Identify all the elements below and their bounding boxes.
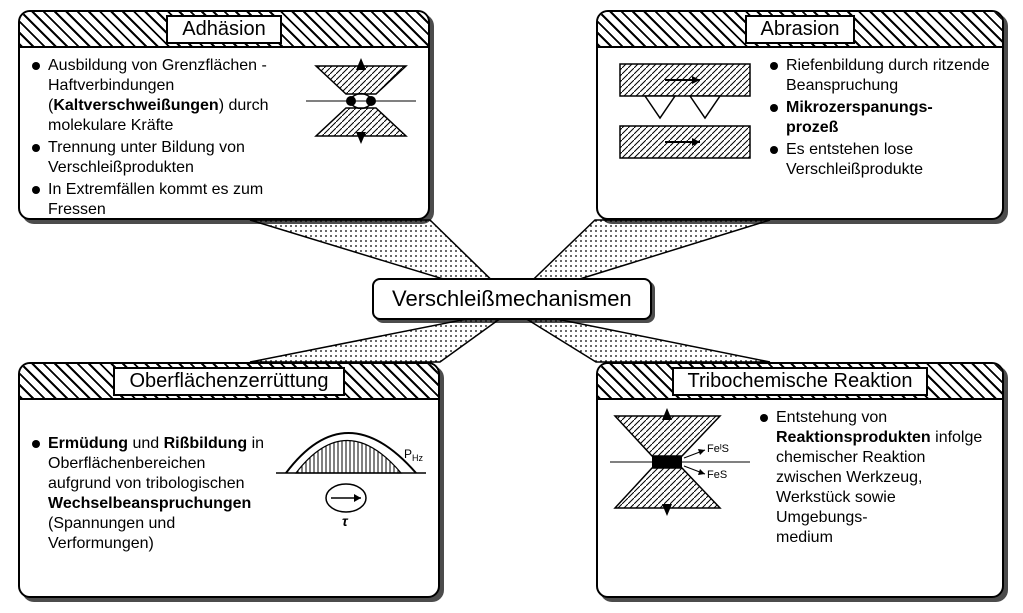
label-tau: τ <box>342 513 349 529</box>
panel-abrasion-list: Riefenbildung durch ritzende Beanspruchu… <box>770 56 990 182</box>
panel-tribo-list: Entstehung von Reaktionsprodukten infolg… <box>760 408 990 550</box>
list-item: In Extremfällen kommt es zum Fressen <box>32 180 296 220</box>
list-item: Trennung unter Bildung von Verschleißpro… <box>32 138 296 178</box>
label-p: PHz <box>404 447 424 463</box>
panel-adhesion-header: Adhäsion <box>20 12 428 48</box>
panel-surface-header: Oberflächenzerrüttung <box>20 364 438 400</box>
panel-tribo: Tribochemische Reaktion FeᴵS FeS Entsteh… <box>596 362 1004 598</box>
panel-surface: Oberflächenzerrüttung Ermüdung und Rißbi… <box>18 362 440 598</box>
panel-tribo-header: Tribochemische Reaktion <box>598 364 1002 400</box>
panel-adhesion: Adhäsion Ausbildung von Grenzflächen - H… <box>18 10 430 220</box>
list-item: Riefenbildung durch ritzende Beanspruchu… <box>770 56 990 96</box>
panel-abrasion: Abrasion Riefenbildung durch ritzende Be… <box>596 10 1004 220</box>
panel-surface-title: Oberflächenzerrüttung <box>113 367 344 396</box>
list-item: Entstehung von Reaktionsprodukten infolg… <box>760 408 990 548</box>
abrasion-icon <box>610 56 760 166</box>
panel-surface-list: Ermüdung und Rißbildung in Oberflächenbe… <box>32 408 266 556</box>
panel-adhesion-title: Adhäsion <box>166 15 281 44</box>
list-item: Mikrozerspanungs-prozeß <box>770 98 990 138</box>
label-fes: FeS <box>707 469 727 481</box>
center-text: Verschleißmechanismen <box>392 286 632 311</box>
panel-adhesion-list: Ausbildung von Grenzflächen - Haftverbin… <box>32 56 296 222</box>
center-label: Verschleißmechanismen <box>372 278 652 320</box>
list-item: Ermüdung und Rißbildung in Oberflächenbe… <box>32 434 266 554</box>
tribochem-icon: FeᴵS FeS <box>610 408 750 518</box>
label-fe3s: FeᴵS <box>707 443 729 455</box>
adhesion-icon <box>306 56 416 146</box>
panel-tribo-title: Tribochemische Reaktion <box>672 367 929 396</box>
panel-abrasion-title: Abrasion <box>745 15 856 44</box>
surface-fatigue-icon: PHz τ <box>276 408 426 538</box>
list-item: Es entstehen lose Verschleißprodukte <box>770 140 990 180</box>
panel-abrasion-header: Abrasion <box>598 12 1002 48</box>
list-item: Ausbildung von Grenzflächen - Haftverbin… <box>32 56 296 136</box>
